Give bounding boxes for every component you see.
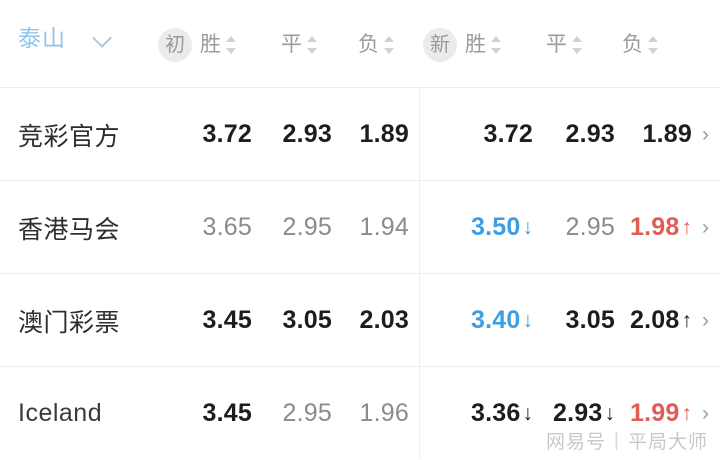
odds-cell-initial-lose: 1.94 (333, 181, 409, 274)
column-label: 平 (546, 33, 567, 56)
column-header-latest-draw[interactable]: 平 (546, 30, 583, 60)
odds-value: 2.95 (282, 213, 332, 241)
odds-cell-latest-win: 3.50 ↓ (441, 181, 533, 274)
sort-updown-icon[interactable] (307, 34, 318, 56)
column-label: 平 (281, 33, 302, 56)
trend-up-icon: ↑ (681, 216, 693, 239)
odds-value: 3.05 (282, 306, 332, 334)
column-header-initial-draw[interactable]: 平 (281, 30, 318, 60)
odds-cell-latest-draw: 3.05 (527, 274, 615, 367)
odds-value: 1.98 (630, 213, 680, 241)
sort-updown-icon[interactable] (226, 34, 237, 56)
row-detail-chevron-icon[interactable]: › (702, 401, 709, 425)
table-row[interactable]: 竞彩官方 3.72 2.93 1.89 3.72 2.93 1.89 › (0, 88, 720, 181)
odds-cell-latest-draw: 2.93 (527, 88, 615, 181)
bookmaker-name: 香港马会 (18, 215, 121, 244)
column-header-latest-win[interactable]: 胜 (465, 30, 502, 60)
odds-value: 3.65 (202, 213, 252, 241)
initial-odds-badge[interactable]: 初 (158, 28, 192, 62)
odds-value: 2.93 (282, 120, 332, 148)
odds-cell-initial-lose: 1.89 (333, 88, 409, 181)
odds-value: 2.93 (565, 120, 615, 148)
row-detail-chevron-icon[interactable]: › (702, 308, 709, 332)
trend-down-icon: ↓ (604, 402, 616, 425)
latest-odds-badge[interactable]: 新 (423, 28, 457, 62)
odds-value: 1.89 (642, 120, 692, 148)
bookmaker-name: 竞彩官方 (18, 122, 121, 151)
odds-cell-latest-lose: 1.89 (604, 88, 692, 181)
odds-cell-initial-win: 3.45 (176, 274, 252, 367)
odds-value: 3.50 (471, 213, 521, 241)
column-label: 负 (622, 33, 643, 56)
bookmaker-name: Iceland (18, 399, 103, 427)
odds-cell-initial-win: 3.72 (176, 88, 252, 181)
odds-value: 3.72 (483, 120, 533, 148)
sort-updown-icon[interactable] (648, 34, 659, 56)
odds-value: 2.08 (630, 306, 680, 334)
odds-cell-latest-lose: 2.08 ↑ (604, 274, 692, 367)
odds-value: 1.96 (359, 399, 409, 427)
trend-up-icon: ↑ (681, 402, 693, 425)
odds-cell-initial-win: 3.45 (176, 367, 252, 460)
odds-cell-initial-draw: 2.93 (256, 88, 332, 181)
table-header: 泰山 初 胜 平 负 新 胜 平 负 (0, 0, 720, 88)
column-header-initial-win[interactable]: 胜 (200, 30, 237, 60)
odds-value: 3.45 (202, 399, 252, 427)
trend-down-icon: ↓ (522, 216, 534, 239)
odds-cell-initial-lose: 2.03 (333, 274, 409, 367)
odds-value: 2.95 (282, 399, 332, 427)
odds-value: 3.05 (565, 306, 615, 334)
odds-cell-latest-lose: 1.98 ↑ (604, 181, 692, 274)
odds-cell-latest-lose: 1.99 ↑ (604, 367, 692, 460)
bookmaker-name: 澳门彩票 (18, 308, 121, 337)
odds-cell-latest-win: 3.40 ↓ (441, 274, 533, 367)
odds-cell-initial-win: 3.65 (176, 181, 252, 274)
sort-updown-icon[interactable] (384, 34, 395, 56)
sort-updown-icon[interactable] (491, 34, 502, 56)
trend-down-icon: ↓ (522, 309, 534, 332)
team-selector[interactable]: 泰山 (18, 27, 114, 50)
odds-cell-latest-win: 3.72 (441, 88, 533, 181)
odds-value: 1.89 (359, 120, 409, 148)
odds-value: 3.40 (471, 306, 521, 334)
odds-cell-initial-draw: 2.95 (256, 367, 332, 460)
column-label: 胜 (465, 33, 486, 56)
odds-cell-latest-draw: 2.93 ↓ (527, 367, 615, 460)
odds-cell-initial-draw: 3.05 (256, 274, 332, 367)
odds-value: 2.95 (565, 213, 615, 241)
odds-cell-initial-lose: 1.96 (333, 367, 409, 460)
table-row[interactable]: Iceland 3.45 2.95 1.96 3.36 ↓ 2.93 ↓ 1.9… (0, 367, 720, 460)
trend-down-icon: ↓ (522, 402, 534, 425)
odds-value: 3.36 (471, 399, 521, 427)
column-header-initial-lose[interactable]: 负 (358, 30, 395, 60)
chevron-down-icon[interactable] (92, 28, 114, 50)
odds-value: 1.99 (630, 399, 680, 427)
team-name-label: 泰山 (18, 25, 66, 51)
odds-cell-latest-draw: 2.95 (527, 181, 615, 274)
trend-up-icon: ↑ (681, 309, 693, 332)
odds-cell-initial-draw: 2.95 (256, 181, 332, 274)
odds-value: 3.72 (202, 120, 252, 148)
table-row[interactable]: 澳门彩票 3.45 3.05 2.03 3.40 ↓ 3.05 2.08 ↑ › (0, 274, 720, 367)
odds-value: 2.03 (359, 306, 409, 334)
odds-value: 1.94 (359, 213, 409, 241)
odds-value: 2.93 (553, 399, 603, 427)
column-header-latest-lose[interactable]: 负 (622, 30, 659, 60)
odds-cell-latest-win: 3.36 ↓ (441, 367, 533, 460)
sort-updown-icon[interactable] (572, 34, 583, 56)
column-label: 胜 (200, 33, 221, 56)
row-detail-chevron-icon[interactable]: › (702, 122, 709, 146)
column-label: 负 (358, 33, 379, 56)
row-detail-chevron-icon[interactable]: › (702, 215, 709, 239)
table-row[interactable]: 香港马会 3.65 2.95 1.94 3.50 ↓ 2.95 1.98 ↑ › (0, 181, 720, 274)
odds-value: 3.45 (202, 306, 252, 334)
